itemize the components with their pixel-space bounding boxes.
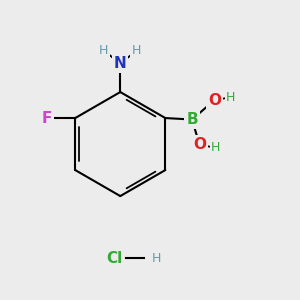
Text: H: H: [132, 44, 141, 57]
Text: O: O: [193, 137, 206, 152]
Text: Cl: Cl: [106, 251, 122, 266]
Text: O: O: [208, 93, 221, 108]
Text: H: H: [151, 252, 160, 265]
Text: H: H: [211, 141, 220, 154]
Text: F: F: [42, 110, 52, 125]
Text: B: B: [186, 112, 198, 127]
Text: N: N: [114, 56, 127, 71]
Text: H: H: [226, 91, 236, 104]
Text: H: H: [99, 44, 109, 57]
